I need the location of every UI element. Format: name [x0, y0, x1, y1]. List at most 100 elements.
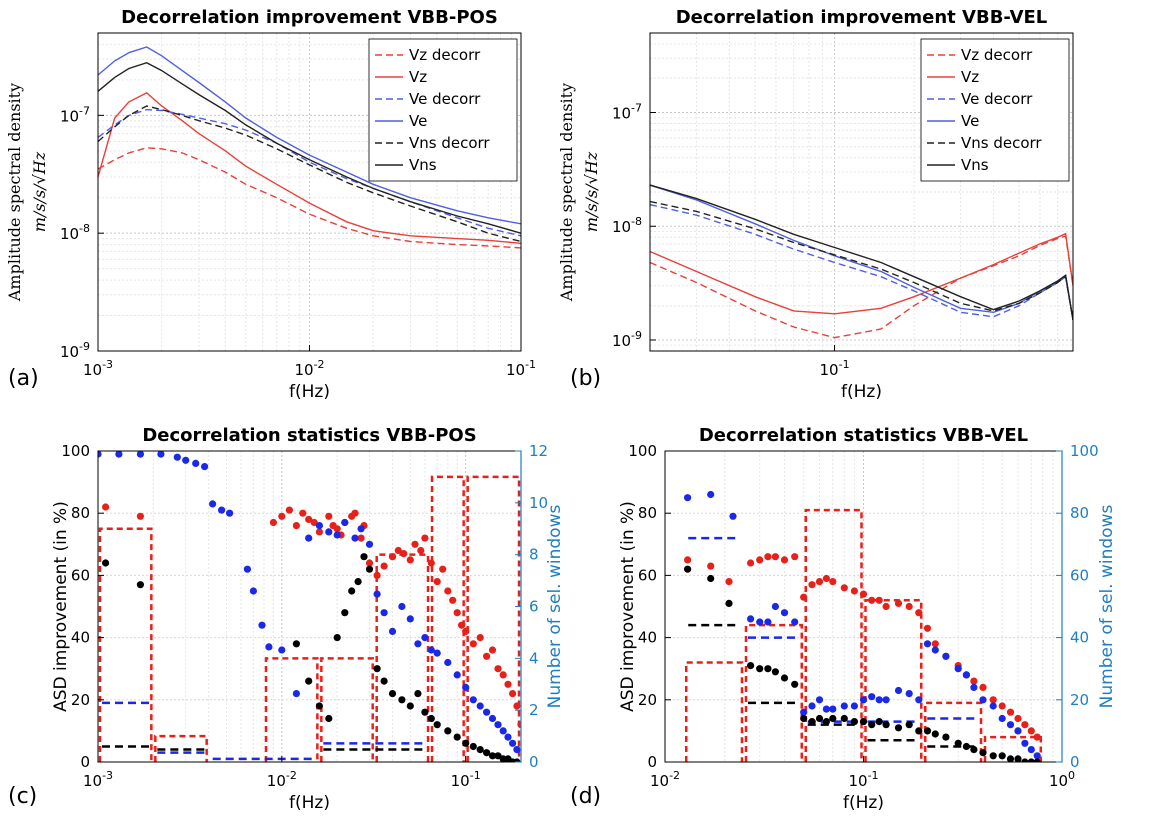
data-point [427, 714, 435, 723]
x-tick-label: 10-2 [267, 769, 297, 790]
data-point [875, 718, 883, 726]
series-points-vns [684, 565, 1041, 762]
data-point [483, 652, 491, 660]
y-tick-label: 100 [628, 442, 657, 460]
data-point [822, 574, 831, 583]
data-point [970, 677, 978, 685]
data-point [970, 746, 978, 754]
y-tick-label: 80 [638, 504, 657, 522]
data-point [209, 500, 217, 508]
data-point [226, 509, 234, 517]
data-point [398, 602, 406, 611]
data-point [747, 559, 755, 567]
x-tick-label: 10-3 [83, 769, 113, 790]
data-point [756, 665, 764, 673]
data-point [815, 714, 824, 723]
data-point [513, 702, 521, 710]
data-point [815, 696, 824, 704]
data-point [868, 721, 876, 729]
legend-entry: Vns decorr [409, 134, 490, 152]
data-point [915, 609, 923, 617]
data-point [822, 705, 831, 713]
data-point [829, 714, 837, 723]
data-point [462, 739, 470, 747]
plot-content [684, 490, 1043, 762]
y-tick-label: 80 [71, 504, 90, 522]
data-point [998, 714, 1006, 723]
data-point [875, 596, 883, 604]
y-tick-label: 0 [80, 753, 90, 771]
data-point [421, 708, 429, 716]
count-bar-0 [98, 527, 153, 762]
chart-panel-d: 10-2 10-1 100020406080100020406080100Decor… [570, 425, 1117, 813]
data-point [905, 602, 913, 611]
data-point [453, 609, 461, 617]
y-right-tick-label: 12 [529, 442, 548, 460]
data-point [780, 674, 789, 682]
data-point [427, 559, 435, 567]
data-point [315, 522, 323, 530]
y-axis-label: Amplitude spectral density [5, 83, 24, 302]
data-point [764, 665, 772, 673]
data-point [373, 571, 381, 580]
x-tick-labels: 10-2 10-1 100 [650, 756, 1075, 790]
data-point [380, 609, 388, 617]
data-point [351, 509, 359, 517]
data-point [1033, 733, 1041, 741]
series-line-ve [98, 46, 521, 225]
data-point [829, 705, 837, 713]
x-axis-label: f(Hz) [841, 382, 882, 402]
data-point [923, 727, 932, 735]
data-point [915, 696, 923, 704]
data-point [764, 618, 772, 626]
count-bar-3 [320, 657, 374, 762]
data-point [388, 627, 397, 636]
data-point [325, 528, 333, 536]
data-point [102, 503, 110, 511]
y-right-tick-label: 20 [1070, 691, 1089, 709]
y-right-tick-label: 8 [529, 546, 539, 564]
y-tick-label: 0 [647, 753, 657, 771]
series-line-vns [98, 61, 521, 234]
data-point [882, 721, 890, 729]
data-point [684, 556, 692, 564]
data-point [305, 677, 313, 685]
data-point [325, 512, 333, 520]
data-point [905, 690, 913, 698]
data-point [258, 621, 266, 629]
data-point [310, 518, 318, 527]
data-point [962, 742, 971, 751]
data-point [444, 727, 452, 735]
data-point [462, 683, 470, 692]
data-point [707, 490, 715, 499]
data-point [373, 665, 381, 673]
y-right-tick-label: 4 [529, 649, 539, 667]
data-point [488, 752, 497, 760]
y-right-tick-label: 2 [529, 701, 539, 719]
count-bar-2 [264, 657, 319, 762]
data-point [499, 727, 507, 735]
data-point [192, 459, 200, 467]
y-axis-label: ASD improvement (in %) [51, 501, 71, 712]
data-point [102, 559, 110, 567]
data-point [771, 553, 780, 561]
data-point [427, 646, 435, 654]
data-point [421, 534, 429, 542]
data-point [476, 702, 484, 710]
data-point [859, 590, 868, 598]
legend-entry: Ve [961, 112, 979, 130]
data-point [444, 658, 452, 667]
x-axis-label: f(Hz) [289, 382, 330, 402]
y-axis-units: m/s/s/√Hz [30, 151, 49, 232]
count-bar-6 [466, 475, 521, 762]
y-tick-label: 60 [71, 566, 90, 584]
data-point [905, 721, 913, 729]
x-tick-labels: 10-1 [820, 345, 850, 379]
x-tick-label: 10-1 [451, 769, 481, 790]
panel-label: (a) [8, 366, 39, 391]
count-bar-5 [430, 475, 465, 762]
data-point [508, 690, 517, 698]
chart-title: Decorrelation statistics VBB-POS [142, 425, 476, 446]
data-point [354, 578, 362, 586]
data-point [136, 512, 144, 520]
